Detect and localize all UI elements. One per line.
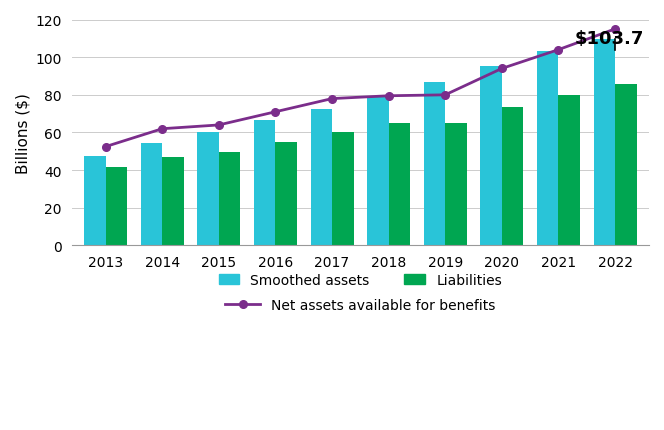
Bar	[446, 124, 467, 246]
Y-axis label: Billions ($): Billions ($)	[15, 93, 30, 174]
Bar	[84, 157, 106, 246]
Bar	[388, 124, 410, 246]
Bar	[502, 108, 523, 246]
Bar	[332, 133, 353, 246]
Bar	[276, 143, 297, 246]
Bar	[254, 121, 276, 246]
Bar	[162, 157, 184, 246]
Bar	[219, 153, 240, 246]
Bar	[594, 40, 615, 246]
Bar	[367, 98, 388, 246]
Bar	[141, 144, 162, 246]
Bar	[480, 67, 502, 246]
Bar	[424, 83, 446, 246]
Bar	[106, 168, 127, 246]
Bar	[615, 85, 637, 246]
Text: $103.7: $103.7	[575, 30, 644, 48]
Legend: Net assets available for benefits: Net assets available for benefits	[220, 293, 501, 318]
Bar	[537, 52, 558, 246]
Bar	[558, 95, 580, 246]
Bar	[197, 133, 219, 246]
Bar	[311, 110, 332, 246]
